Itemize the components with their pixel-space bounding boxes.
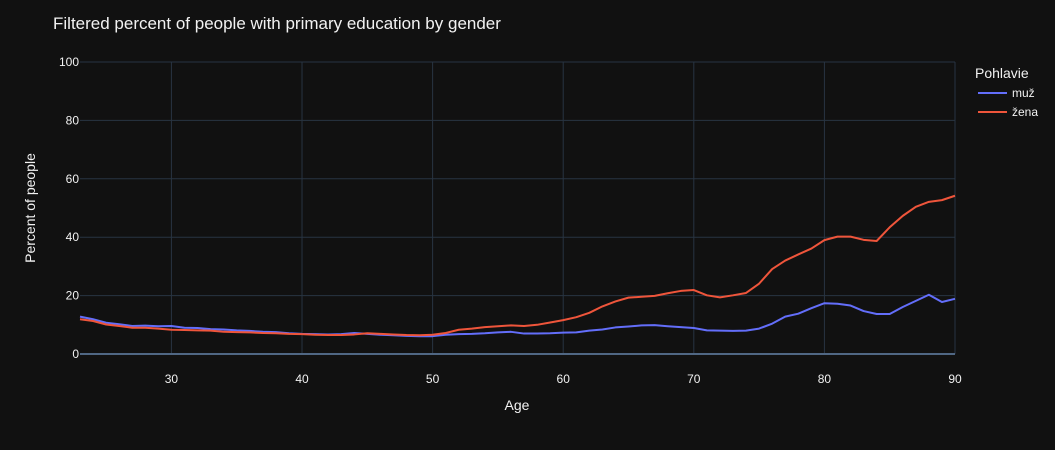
y-tick-label: 100 <box>59 55 79 69</box>
y-tick-label: 0 <box>72 347 79 361</box>
legend-title: Pohlavie <box>975 65 1029 81</box>
x-tick-label: 40 <box>295 372 309 386</box>
x-gridlines <box>170 62 956 354</box>
y-axis-title: Percent of people <box>22 153 38 263</box>
x-tick-labels: 30 40 50 60 70 80 90 <box>165 372 962 386</box>
y-gridlines <box>80 61 955 355</box>
legend-label: žena <box>1012 105 1038 119</box>
x-tick-label: 50 <box>426 372 440 386</box>
series-line-zena <box>79 194 956 337</box>
series-line-muz <box>79 293 956 338</box>
legend-item[interactable]: muž <box>978 86 1035 100</box>
y-tick-label: 40 <box>66 230 80 244</box>
chart-title: Filtered percent of people with primary … <box>53 14 501 33</box>
series-lines <box>79 194 956 338</box>
x-tick-label: 60 <box>557 372 571 386</box>
x-tick-label: 30 <box>165 372 179 386</box>
x-tick-label: 70 <box>687 372 701 386</box>
x-tick-label: 90 <box>948 372 962 386</box>
legend-label: muž <box>1012 86 1035 100</box>
legend: Pohlavie muž žena <box>975 65 1038 119</box>
x-tick-label: 80 <box>818 372 832 386</box>
y-tick-label: 20 <box>66 289 80 303</box>
y-tick-label: 60 <box>66 172 80 186</box>
legend-item[interactable]: žena <box>978 105 1038 119</box>
y-tick-labels: 0 20 40 60 80 100 <box>59 55 79 361</box>
legend-items: muž žena <box>978 86 1038 119</box>
y-tick-label: 80 <box>66 113 80 127</box>
x-axis-title: Age <box>505 397 530 413</box>
